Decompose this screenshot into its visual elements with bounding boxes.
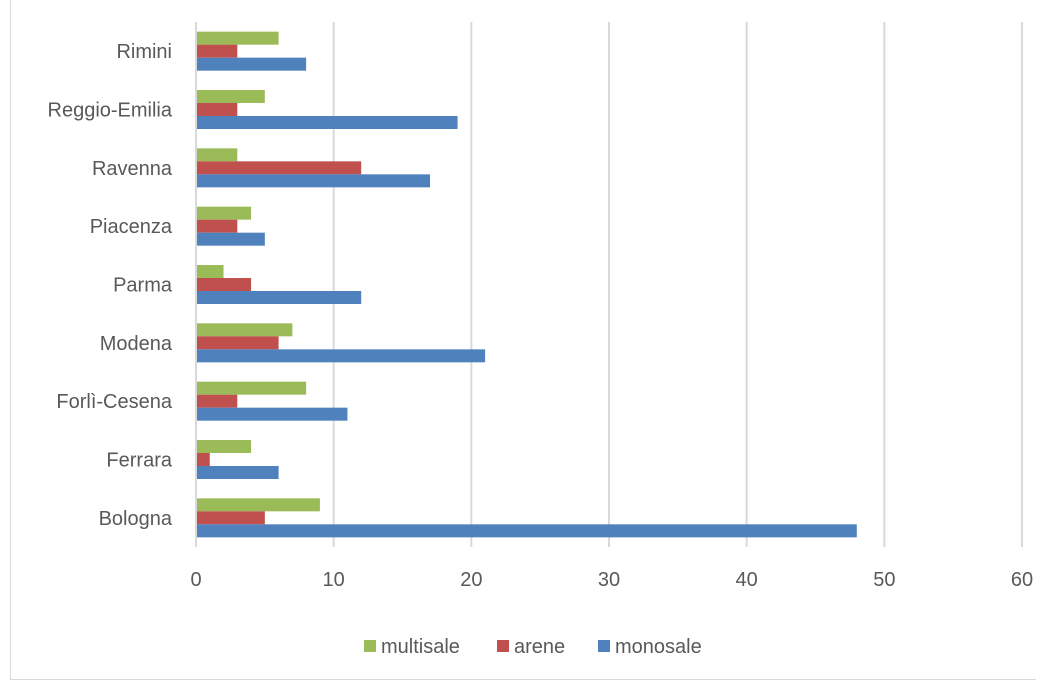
- category-label-bologna: Bologna: [99, 508, 173, 530]
- legend-label-arene: arene: [514, 636, 565, 658]
- bar-multisale-forl-cesena: [196, 381, 307, 395]
- bar-multisale-ravenna: [196, 148, 238, 162]
- bar-arene-forl-cesena: [196, 394, 238, 408]
- x-tick-label-10: 10: [323, 569, 345, 591]
- bar-arene-bologna: [196, 511, 265, 525]
- bar-arene-modena: [196, 336, 279, 350]
- legend-label-multisale: multisale: [381, 636, 460, 658]
- category-label-ravenna: Ravenna: [92, 158, 173, 180]
- bar-monosale-modena: [196, 349, 486, 363]
- category-label-rimini: Rimini: [116, 41, 172, 63]
- bar-arene-parma: [196, 278, 252, 291]
- chart-frame: [10, 0, 1036, 680]
- x-tick-label-0: 0: [190, 569, 201, 591]
- category-label-piacenza: Piacenza: [90, 216, 173, 238]
- legend-swatch-multisale: [364, 640, 376, 652]
- bar-monosale-bologna: [196, 524, 857, 538]
- bar-multisale-rimini: [196, 31, 279, 45]
- bar-monosale-reggio-emilia: [196, 116, 458, 129]
- bar-multisale-parma: [196, 265, 224, 278]
- bar-multisale-bologna: [196, 498, 320, 512]
- x-tick-label-20: 20: [460, 569, 482, 591]
- category-label-parma: Parma: [113, 275, 173, 297]
- bar-arene-piacenza: [196, 219, 238, 233]
- legend-label-monosale: monosale: [615, 636, 702, 658]
- x-tick-label-60: 60: [1011, 569, 1033, 591]
- legend-swatch-monosale: [598, 640, 610, 652]
- bar-multisale-ferrara: [196, 440, 252, 453]
- x-tick-label-40: 40: [736, 569, 758, 591]
- bar-monosale-rimini: [196, 57, 307, 71]
- bar-multisale-reggio-emilia: [196, 90, 265, 103]
- bar-multisale-piacenza: [196, 206, 252, 220]
- bar-arene-ravenna: [196, 161, 362, 175]
- bar-arene-rimini: [196, 44, 238, 58]
- category-label-modena: Modena: [100, 333, 173, 355]
- bar-arene-reggio-emilia: [196, 103, 238, 116]
- legend-swatch-arene: [497, 640, 509, 652]
- category-label-forl-cesena: Forlì-Cesena: [56, 391, 172, 413]
- bar-monosale-ravenna: [196, 174, 431, 188]
- x-tick-label-30: 30: [598, 569, 620, 591]
- category-label-reggio-emilia: Reggio-Emilia: [48, 100, 173, 122]
- bar-monosale-piacenza: [196, 232, 265, 246]
- bar-monosale-forl-cesena: [196, 407, 348, 421]
- category-label-ferrara: Ferrara: [106, 450, 172, 472]
- x-tick-label-50: 50: [873, 569, 895, 591]
- bar-monosale-parma: [196, 291, 362, 304]
- bar-arene-ferrara: [196, 453, 210, 466]
- bar-monosale-ferrara: [196, 466, 279, 479]
- bar-multisale-modena: [196, 323, 293, 337]
